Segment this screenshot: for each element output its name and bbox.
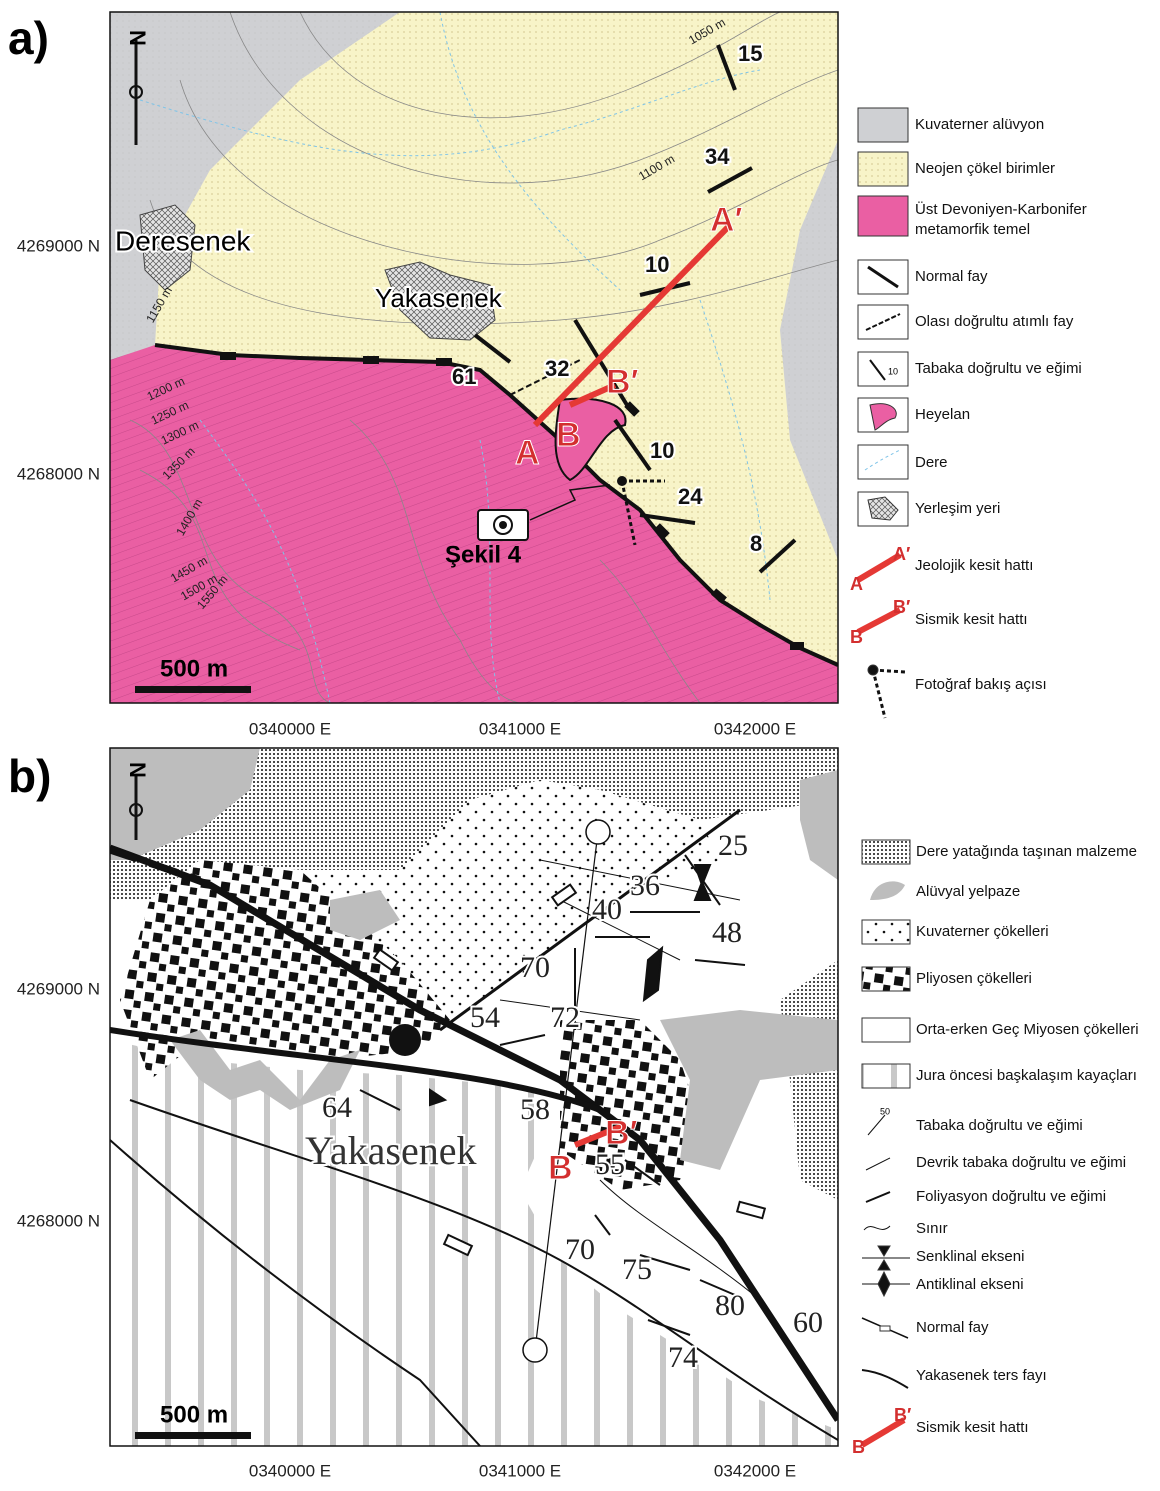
line-end (523, 1338, 547, 1362)
section-label: A (515, 434, 540, 472)
scale-bar (135, 686, 251, 693)
place-name: Yakasenek (375, 283, 503, 313)
well (389, 1024, 421, 1056)
legend-label: Tabaka doğrultu ve eğimi (915, 360, 1082, 377)
legend-label: Fotoğraf bakış açısı (915, 676, 1047, 693)
x-label: 0341000 E (479, 1461, 561, 1480)
legend-symbol: B (852, 1437, 865, 1457)
dip-value: 55 (595, 1148, 625, 1181)
dip-value: 48 (712, 916, 742, 949)
legend-label: Sismik kesit hattı (916, 1419, 1029, 1436)
legend-symbol: 50 (880, 1106, 890, 1116)
legend-label: Dere (915, 454, 948, 471)
legend-label: Sınır (916, 1220, 948, 1237)
x-label: 0342000 E (714, 1461, 796, 1480)
section-label: B′ (606, 363, 639, 401)
legend-label: Jura öncesi başkalaşım kayaçları (916, 1067, 1137, 1084)
section-label: B (548, 1149, 573, 1187)
legend-label: Foliyasyon doğrultu ve eğimi (916, 1188, 1106, 1205)
legend-label: Neojen çökel birimler (915, 160, 1055, 177)
dip-value: 60 (793, 1306, 823, 1339)
x-label: 0342000 E (714, 719, 796, 738)
y-label: 4268000 N (17, 1211, 100, 1230)
dip-value: 70 (565, 1233, 595, 1266)
y-label: 4269000 N (17, 979, 100, 998)
dip-value: 36 (630, 869, 660, 902)
legend-label: Heyelan (915, 406, 970, 423)
legend-label: Orta-erken Geç Miyosen çökelleri (916, 1021, 1139, 1038)
dip-value: 40 (592, 893, 622, 926)
legend-label: Dere yatağında taşınan malzeme (916, 843, 1137, 860)
dip-value: 74 (668, 1341, 698, 1374)
dip-value: 72 (550, 1001, 580, 1034)
legend-label: Jeolojik kesit hattı (915, 557, 1033, 574)
legend-b-symbols (862, 840, 910, 1445)
place-name: Yakasenek (305, 1128, 476, 1173)
x-label: 0340000 E (249, 1461, 331, 1480)
scale-bar (135, 1432, 251, 1439)
map-a (110, 12, 838, 703)
legend-symbol: B′ (893, 597, 910, 617)
legend-a-symbols (858, 108, 908, 718)
legend-label: Pliyosen çökelleri (916, 970, 1032, 987)
panel-a: a) (8, 12, 838, 703)
dip-value: 8 (750, 531, 762, 556)
dip-value: 32 (545, 356, 569, 381)
legend-label: Yakasenek ters fayı (916, 1367, 1047, 1384)
legend-symbol: 10 (888, 366, 898, 376)
section-label: A′ (710, 201, 743, 239)
dip-value: 10 (645, 252, 669, 277)
legend-label: Olası doğrultu atımlı fay (915, 313, 1074, 330)
dip-value: 10 (650, 438, 674, 463)
panel-label: a) (8, 12, 49, 64)
legend-label: Senklinal ekseni (916, 1248, 1024, 1265)
north-label: N (125, 30, 150, 46)
photo-label: Şekil 4 (445, 541, 522, 568)
legend-label: Sismik kesit hattı (915, 611, 1028, 628)
legend-label: Antiklinal ekseni (916, 1276, 1024, 1293)
legend-label: Alüvyal yelpaze (916, 883, 1020, 900)
figure: a) (0, 0, 1160, 1486)
line-end (586, 820, 610, 844)
panel-label: b) (8, 750, 51, 802)
legend-label: Yerleşim yeri (915, 500, 1000, 517)
north-label: N (125, 762, 150, 778)
section-label: B′ (605, 1114, 638, 1152)
camera (478, 510, 528, 540)
legend-label: Normal fay (915, 268, 988, 285)
legend-symbol: A (850, 574, 863, 594)
legend-symbol: B′ (894, 1405, 911, 1425)
x-label: 0340000 E (249, 719, 331, 738)
legend-label: Normal fay (916, 1319, 989, 1336)
dip-value: 75 (622, 1253, 652, 1286)
legend-label: Kuvaterner çökelleri (916, 923, 1049, 940)
y-label: 4268000 N (17, 464, 100, 483)
dip-value: 58 (520, 1093, 550, 1126)
scale-label: 500 m (160, 655, 228, 682)
legend-symbol: B (850, 627, 863, 647)
dip-value: 25 (718, 829, 748, 862)
scale-label: 500 m (160, 1401, 228, 1428)
dip-value: 64 (322, 1091, 352, 1124)
legend-label: Kuvaterner alüvyon (915, 116, 1044, 133)
dip-value: 54 (470, 1001, 500, 1034)
panel-b: b) (8, 748, 838, 1446)
legend-label: Tabaka doğrultu ve eğimi (916, 1117, 1083, 1134)
y-label: 4269000 N (17, 236, 100, 255)
x-label: 0341000 E (479, 719, 561, 738)
place-name: Deresenek (115, 225, 251, 256)
legend-symbol: A′ (893, 544, 910, 564)
dip-value: 24 (678, 484, 703, 509)
dip-value: 15 (738, 41, 762, 66)
legend-label: Devrik tabaka doğrultu ve eğimi (916, 1154, 1126, 1171)
section-label: B (556, 416, 581, 454)
dip-value: 34 (705, 144, 730, 169)
dip-value: 70 (520, 951, 550, 984)
dip-value: 80 (715, 1289, 745, 1322)
dip-value: 61 (452, 364, 476, 389)
